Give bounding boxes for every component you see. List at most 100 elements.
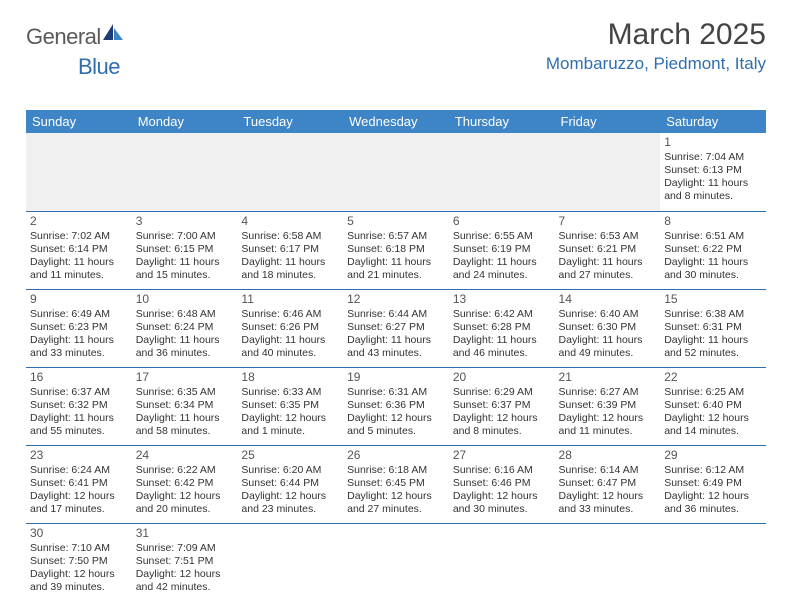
day-number: 3	[136, 214, 234, 229]
day-number: 17	[136, 370, 234, 385]
sunrise-text: Sunrise: 6:29 AM	[453, 386, 551, 399]
daylight-text: Daylight: 12 hours and 39 minutes.	[30, 568, 128, 594]
day-number: 16	[30, 370, 128, 385]
sunset-text: Sunset: 6:28 PM	[453, 321, 551, 334]
day-number: 14	[559, 292, 657, 307]
sunrise-text: Sunrise: 6:51 AM	[664, 230, 762, 243]
daylight-text: Daylight: 11 hours and 40 minutes.	[241, 334, 339, 360]
calendar-cell: 16Sunrise: 6:37 AMSunset: 6:32 PMDayligh…	[26, 367, 132, 445]
logo-sail-icon	[103, 24, 125, 42]
day-number: 9	[30, 292, 128, 307]
calendar-cell: 7Sunrise: 6:53 AMSunset: 6:21 PMDaylight…	[555, 211, 661, 289]
weekday-header: Sunday	[26, 110, 132, 133]
day-number: 25	[241, 448, 339, 463]
daylight-text: Daylight: 11 hours and 30 minutes.	[664, 256, 762, 282]
sunrise-text: Sunrise: 6:42 AM	[453, 308, 551, 321]
calendar-cell: 15Sunrise: 6:38 AMSunset: 6:31 PMDayligh…	[660, 289, 766, 367]
calendar-cell: 9Sunrise: 6:49 AMSunset: 6:23 PMDaylight…	[26, 289, 132, 367]
day-number: 18	[241, 370, 339, 385]
sunrise-text: Sunrise: 6:27 AM	[559, 386, 657, 399]
calendar-cell: 23Sunrise: 6:24 AMSunset: 6:41 PMDayligh…	[26, 445, 132, 523]
daylight-text: Daylight: 12 hours and 1 minute.	[241, 412, 339, 438]
sunset-text: Sunset: 6:19 PM	[453, 243, 551, 256]
daylight-text: Daylight: 12 hours and 30 minutes.	[453, 490, 551, 516]
calendar-row: 2Sunrise: 7:02 AMSunset: 6:14 PMDaylight…	[26, 211, 766, 289]
daylight-text: Daylight: 12 hours and 11 minutes.	[559, 412, 657, 438]
sunset-text: Sunset: 6:21 PM	[559, 243, 657, 256]
daylight-text: Daylight: 11 hours and 49 minutes.	[559, 334, 657, 360]
daylight-text: Daylight: 11 hours and 27 minutes.	[559, 256, 657, 282]
sunrise-text: Sunrise: 7:04 AM	[664, 151, 762, 164]
calendar-cell	[343, 133, 449, 211]
calendar-cell: 30Sunrise: 7:10 AMSunset: 7:50 PMDayligh…	[26, 523, 132, 601]
calendar-cell: 19Sunrise: 6:31 AMSunset: 6:36 PMDayligh…	[343, 367, 449, 445]
sunset-text: Sunset: 6:15 PM	[136, 243, 234, 256]
weekday-header: Monday	[132, 110, 238, 133]
calendar-cell: 11Sunrise: 6:46 AMSunset: 6:26 PMDayligh…	[237, 289, 343, 367]
weekday-header: Tuesday	[237, 110, 343, 133]
day-number: 20	[453, 370, 551, 385]
sunrise-text: Sunrise: 7:00 AM	[136, 230, 234, 243]
weekday-header: Friday	[555, 110, 661, 133]
calendar-cell: 10Sunrise: 6:48 AMSunset: 6:24 PMDayligh…	[132, 289, 238, 367]
day-number: 23	[30, 448, 128, 463]
daylight-text: Daylight: 11 hours and 33 minutes.	[30, 334, 128, 360]
sunset-text: Sunset: 6:40 PM	[664, 399, 762, 412]
calendar-cell	[449, 133, 555, 211]
day-number: 26	[347, 448, 445, 463]
sunset-text: Sunset: 6:32 PM	[30, 399, 128, 412]
day-number: 24	[136, 448, 234, 463]
weekday-header: Wednesday	[343, 110, 449, 133]
logo-text-general: General	[26, 24, 101, 50]
day-number: 8	[664, 214, 762, 229]
sunset-text: Sunset: 6:26 PM	[241, 321, 339, 334]
calendar-cell: 5Sunrise: 6:57 AMSunset: 6:18 PMDaylight…	[343, 211, 449, 289]
sunset-text: Sunset: 6:27 PM	[347, 321, 445, 334]
daylight-text: Daylight: 12 hours and 33 minutes.	[559, 490, 657, 516]
sunset-text: Sunset: 6:46 PM	[453, 477, 551, 490]
day-number: 27	[453, 448, 551, 463]
sunset-text: Sunset: 6:39 PM	[559, 399, 657, 412]
daylight-text: Daylight: 11 hours and 11 minutes.	[30, 256, 128, 282]
sunset-text: Sunset: 6:35 PM	[241, 399, 339, 412]
daylight-text: Daylight: 12 hours and 5 minutes.	[347, 412, 445, 438]
sunrise-text: Sunrise: 6:33 AM	[241, 386, 339, 399]
daylight-text: Daylight: 11 hours and 55 minutes.	[30, 412, 128, 438]
calendar-row: 30Sunrise: 7:10 AMSunset: 7:50 PMDayligh…	[26, 523, 766, 601]
day-number: 4	[241, 214, 339, 229]
sunrise-text: Sunrise: 6:37 AM	[30, 386, 128, 399]
day-number: 6	[453, 214, 551, 229]
daylight-text: Daylight: 11 hours and 52 minutes.	[664, 334, 762, 360]
calendar-cell	[555, 523, 661, 601]
sunrise-text: Sunrise: 6:16 AM	[453, 464, 551, 477]
daylight-text: Daylight: 11 hours and 8 minutes.	[664, 177, 762, 203]
day-number: 7	[559, 214, 657, 229]
daylight-text: Daylight: 12 hours and 42 minutes.	[136, 568, 234, 594]
day-number: 30	[30, 526, 128, 541]
weekday-header: Thursday	[449, 110, 555, 133]
sunrise-text: Sunrise: 6:44 AM	[347, 308, 445, 321]
sunrise-text: Sunrise: 6:57 AM	[347, 230, 445, 243]
daylight-text: Daylight: 12 hours and 8 minutes.	[453, 412, 551, 438]
sunrise-text: Sunrise: 6:53 AM	[559, 230, 657, 243]
weekday-header-row: Sunday Monday Tuesday Wednesday Thursday…	[26, 110, 766, 133]
day-number: 11	[241, 292, 339, 307]
calendar-cell: 14Sunrise: 6:40 AMSunset: 6:30 PMDayligh…	[555, 289, 661, 367]
sunset-text: Sunset: 6:37 PM	[453, 399, 551, 412]
calendar-cell: 26Sunrise: 6:18 AMSunset: 6:45 PMDayligh…	[343, 445, 449, 523]
sunset-text: Sunset: 6:41 PM	[30, 477, 128, 490]
calendar-cell	[343, 523, 449, 601]
sunrise-text: Sunrise: 6:46 AM	[241, 308, 339, 321]
sunrise-text: Sunrise: 6:35 AM	[136, 386, 234, 399]
calendar-cell: 8Sunrise: 6:51 AMSunset: 6:22 PMDaylight…	[660, 211, 766, 289]
day-number: 5	[347, 214, 445, 229]
daylight-text: Daylight: 11 hours and 15 minutes.	[136, 256, 234, 282]
sunrise-text: Sunrise: 6:25 AM	[664, 386, 762, 399]
day-number: 2	[30, 214, 128, 229]
sunrise-text: Sunrise: 6:22 AM	[136, 464, 234, 477]
calendar-cell: 18Sunrise: 6:33 AMSunset: 6:35 PMDayligh…	[237, 367, 343, 445]
sunrise-text: Sunrise: 6:40 AM	[559, 308, 657, 321]
day-number: 10	[136, 292, 234, 307]
calendar-cell: 27Sunrise: 6:16 AMSunset: 6:46 PMDayligh…	[449, 445, 555, 523]
calendar-row: 23Sunrise: 6:24 AMSunset: 6:41 PMDayligh…	[26, 445, 766, 523]
